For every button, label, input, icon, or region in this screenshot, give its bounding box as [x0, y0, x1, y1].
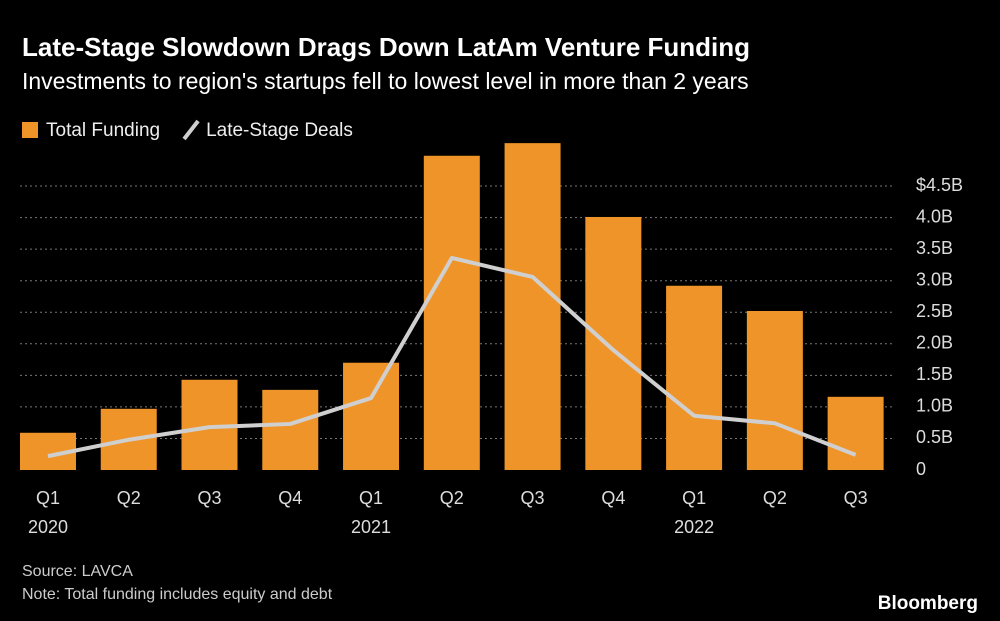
chart-subtitle: Investments to region's startups fell to…: [22, 68, 749, 94]
x-tick-label: Q1: [682, 488, 706, 508]
bar: [504, 143, 561, 470]
x-year-label: 2021: [351, 517, 391, 537]
x-tick-label: Q3: [844, 488, 868, 508]
x-tick-label: Q3: [198, 488, 222, 508]
x-year-label: 2022: [674, 517, 714, 537]
x-tick-label: Q2: [440, 488, 464, 508]
bar: [585, 216, 642, 470]
bar: [746, 310, 803, 470]
legend-label: Late-Stage Deals: [206, 120, 353, 141]
x-tick-label: Q4: [278, 488, 302, 508]
y-tick-label: 0: [916, 459, 926, 479]
y-tick-label: 3.0B: [916, 269, 953, 289]
chart-title: Late-Stage Slowdown Drags Down LatAm Ven…: [22, 32, 750, 62]
legend-swatch: [182, 119, 200, 141]
bar: [343, 362, 400, 470]
source: Source: LAVCA: [22, 563, 133, 580]
bar: [666, 285, 723, 470]
bar: [423, 155, 480, 470]
x-tick-label: Q1: [36, 488, 60, 508]
y-tick-label: 1.5B: [916, 364, 953, 384]
x-tick-label: Q3: [521, 488, 545, 508]
legend-label: Total Funding: [46, 120, 160, 141]
y-tick-label: 2.0B: [916, 333, 953, 353]
bar: [827, 396, 884, 470]
x-tick-label: Q4: [601, 488, 625, 508]
x-year-label: 2020: [28, 517, 68, 537]
y-tick-label: 3.5B: [916, 238, 953, 258]
y-tick-label: 2.5B: [916, 301, 953, 321]
bar: [262, 389, 319, 470]
y-tick-label: $4.5B: [916, 175, 963, 195]
x-tick-label: Q2: [117, 488, 141, 508]
y-tick-label: 0.5B: [916, 427, 953, 447]
legend-swatch: [22, 122, 38, 138]
line: [47, 255, 857, 459]
x-tick-label: Q1: [359, 488, 383, 508]
brand: Bloomberg: [878, 593, 978, 614]
y-tick-label: 1.0B: [916, 396, 953, 416]
y-tick-label: 4.0B: [916, 206, 953, 226]
note: Note: Total funding includes equity and …: [22, 586, 333, 603]
x-tick-label: Q2: [763, 488, 787, 508]
